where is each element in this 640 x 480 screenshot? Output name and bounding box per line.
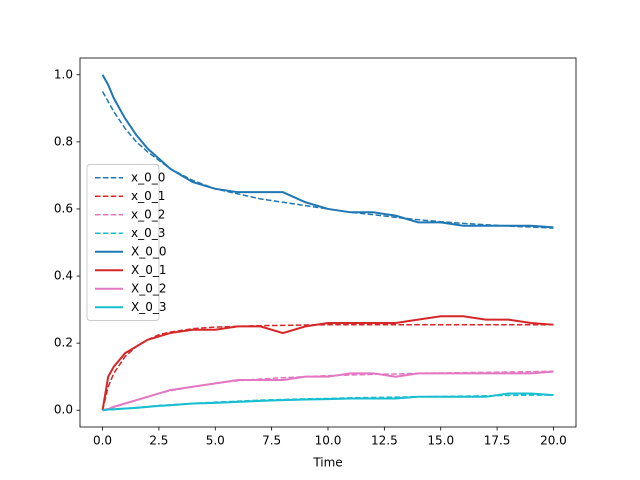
y-tick-label: 1.0 — [54, 67, 73, 81]
legend-label: X_0_3 — [131, 300, 167, 314]
legend-label: x_0_0 — [131, 170, 165, 184]
x-axis-label: Time — [312, 456, 342, 470]
series-line — [101, 91, 554, 229]
series-line — [102, 392, 554, 412]
plot-frame — [79, 57, 577, 428]
y-tick-label: 0.4 — [54, 269, 73, 283]
legend: x_0_0 x_0_1 x_0_2 x_0_3 X_0_0 X_0_1 X_0_2 X_0_3 — [86, 164, 167, 321]
legend-label: x_0_3 — [131, 226, 165, 240]
legend-box — [86, 164, 160, 321]
y-tick-label: 0.2 — [54, 336, 73, 350]
y-tick-label: 0.8 — [54, 134, 73, 148]
x-tick-label: 17.5 — [484, 434, 511, 448]
x-tick-label: 0.0 — [93, 434, 112, 448]
series-line — [102, 370, 554, 412]
y-tick-label: 0.0 — [54, 403, 73, 417]
series-line — [101, 74, 554, 229]
legend-label: X_0_0 — [131, 244, 167, 258]
series-line — [101, 315, 554, 411]
x-tick-label: 20.0 — [540, 434, 567, 448]
x-tick-label: 15.0 — [427, 434, 454, 448]
legend-label: x_0_2 — [131, 207, 165, 221]
legend-label: X_0_1 — [131, 263, 167, 277]
x-tick-label: 12.5 — [371, 434, 398, 448]
legend-label: x_0_1 — [131, 189, 165, 203]
y-tick-label: 0.6 — [54, 201, 73, 215]
legend-label: X_0_2 — [131, 281, 167, 295]
x-tick-label: 2.5 — [149, 434, 168, 448]
x-tick-label: 7.5 — [262, 434, 281, 448]
x-tick-label: 10.0 — [315, 434, 342, 448]
x-tick-label: 5.0 — [206, 434, 225, 448]
